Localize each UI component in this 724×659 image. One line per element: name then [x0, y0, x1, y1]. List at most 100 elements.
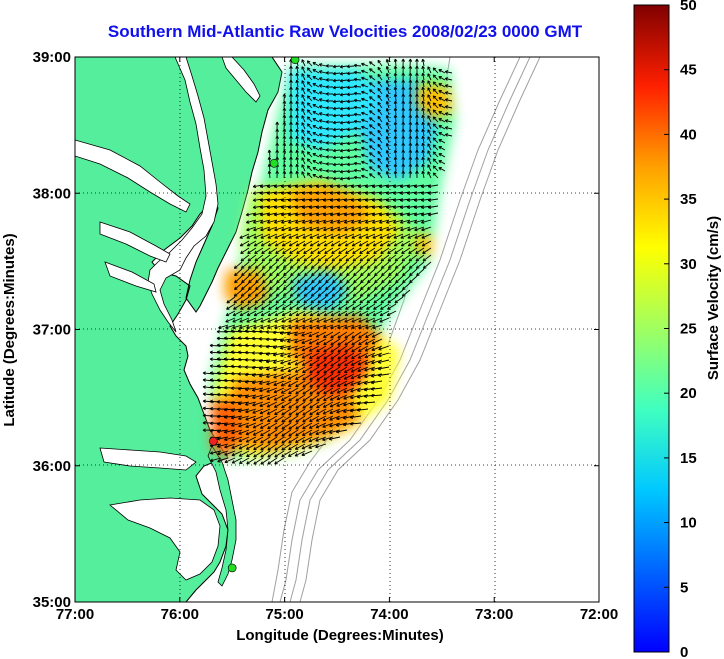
- velocity-vector: [395, 268, 404, 277]
- velocity-vector-head: [318, 85, 322, 88]
- velocity-vector: [269, 261, 278, 269]
- velocity-vector: [377, 136, 383, 144]
- velocity-vector: [290, 268, 299, 277]
- velocity-vector: [343, 422, 355, 426]
- velocity-vector: [351, 212, 362, 216]
- velocity-vector: [240, 254, 250, 262]
- velocity-vector: [262, 275, 271, 284]
- velocity-vector-head: [378, 200, 383, 202]
- velocity-vector: [386, 150, 390, 158]
- velocity-vector-head: [318, 288, 322, 291]
- velocity-vector-head: [274, 327, 278, 330]
- velocity-vector-head: [244, 337, 248, 341]
- velocity-vector: [353, 71, 362, 74]
- velocity-vector-head: [288, 222, 292, 224]
- velocity-vector: [290, 282, 299, 290]
- velocity-vector: [427, 80, 432, 88]
- velocity-vector: [255, 275, 264, 284]
- velocity-vector-head: [312, 153, 315, 157]
- velocity-vector: [295, 436, 306, 443]
- velocity-vector-head: [282, 156, 285, 160]
- velocity-vector: [432, 130, 439, 137]
- velocity-vector: [247, 303, 257, 310]
- velocity-vector-head: [393, 163, 396, 167]
- velocity-vector-head: [349, 423, 353, 426]
- velocity-vector-head: [262, 288, 266, 291]
- velocity-vector-head: [325, 156, 329, 159]
- velocity-vector: [372, 324, 383, 329]
- velocity-vector-head: [369, 117, 372, 121]
- velocity-vector-head: [353, 134, 357, 138]
- velocity-vector: [319, 77, 327, 81]
- velocity-vector: [302, 422, 313, 430]
- velocity-vector-head: [350, 397, 354, 400]
- velocity-vector: [345, 247, 355, 254]
- velocity-vector-head: [329, 193, 334, 195]
- outer-banks: [207, 445, 237, 587]
- velocity-vector-head: [361, 91, 364, 95]
- velocity-vector-head: [393, 214, 397, 217]
- velocity-vector-head: [369, 61, 372, 65]
- velocity-vector: [344, 331, 355, 339]
- velocity-vector-head: [266, 368, 270, 371]
- velocity-vector: [432, 74, 439, 81]
- velocity-vector-head: [332, 295, 336, 297]
- velocity-vector-head: [346, 115, 350, 118]
- velocity-vector-head: [329, 200, 334, 202]
- velocity-vector-head: [381, 274, 385, 277]
- velocity-vector: [332, 156, 341, 159]
- velocity-vector-head: [325, 170, 329, 173]
- velocity-vector-head: [223, 387, 227, 390]
- velocity-vector: [394, 114, 397, 123]
- velocity-vector: [266, 373, 278, 378]
- velocity-vector: [267, 415, 278, 422]
- velocity-vector-head: [374, 288, 378, 291]
- velocity-vector-head: [371, 200, 376, 202]
- velocity-vector: [246, 457, 257, 465]
- velocity-vector-head: [408, 93, 411, 97]
- velocity-vector: [281, 429, 292, 437]
- velocity-vector-head: [361, 84, 364, 88]
- velocity-vector: [345, 303, 355, 310]
- velocity-vector: [303, 240, 313, 247]
- velocity-vector-head: [289, 135, 292, 139]
- velocity-vector-head: [360, 295, 364, 297]
- velocity-vector: [394, 163, 397, 172]
- velocity-vector: [422, 108, 425, 116]
- velocity-vector: [422, 143, 425, 151]
- velocity-vector-head: [241, 281, 245, 284]
- colorbar-tick-label: 50: [680, 0, 697, 14]
- velocity-vector: [295, 373, 306, 380]
- velocity-vector: [338, 240, 348, 247]
- velocity-vector-head: [364, 193, 369, 195]
- velocity-vector: [275, 296, 285, 304]
- colorbar-tick-label: 5: [680, 579, 688, 596]
- velocity-vector-head: [369, 75, 372, 79]
- velocity-vector-head: [400, 214, 404, 217]
- velocity-vector: [296, 143, 299, 151]
- velocity-vector: [312, 139, 320, 144]
- velocity-vector: [306, 109, 313, 116]
- velocity-vector: [246, 219, 257, 224]
- velocity-vector-head: [259, 383, 263, 385]
- velocity-vector: [365, 310, 376, 317]
- velocity-vector: [387, 289, 397, 297]
- velocity-vector-head: [408, 86, 411, 90]
- velocity-vector: [323, 401, 334, 408]
- velocity-vector: [247, 296, 257, 304]
- velocity-vector-head: [281, 214, 285, 217]
- velocity-vector-head: [244, 330, 248, 333]
- velocity-vector: [268, 289, 278, 297]
- velocity-vector-head: [372, 214, 376, 217]
- velocity-vector: [309, 408, 320, 416]
- velocity-vector-head: [371, 193, 376, 195]
- velocity-vector: [306, 74, 313, 81]
- velocity-vector: [288, 317, 299, 323]
- velocity-vector-head: [223, 372, 227, 376]
- y-tick-label: 37:00: [33, 322, 71, 339]
- velocity-vector-head: [351, 327, 355, 330]
- velocity-vector: [432, 116, 439, 123]
- velocity-vector-head: [339, 267, 343, 269]
- velocity-vector-head: [365, 214, 369, 217]
- velocity-vector-head: [369, 124, 372, 128]
